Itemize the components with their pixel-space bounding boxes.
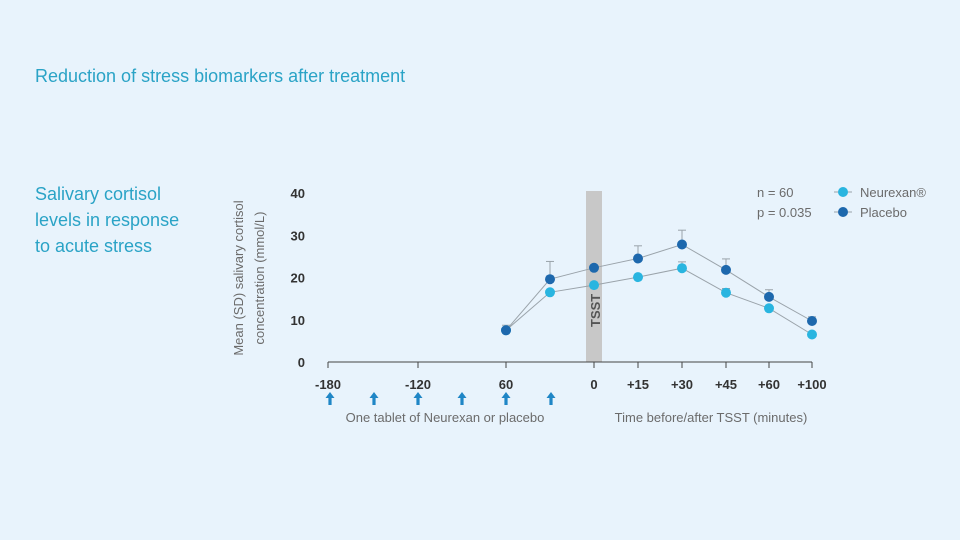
x-tick-label: 0 [590,377,597,392]
data-point [721,264,731,275]
tsst-band [586,191,602,362]
series-line [505,243,813,331]
dose-arrow-icon [457,392,467,405]
dose-arrow-icon [369,392,379,405]
x-tick-label: +100 [797,377,826,392]
x-tick-label: -180 [315,377,341,392]
x-tick-label: +60 [758,377,780,392]
stats-text: p = 0.035 [757,205,812,220]
y-tick-label: 0 [298,355,305,370]
side-label-line: Salivary cortisol [35,184,162,204]
side-label-line: to acute stress [35,236,153,256]
stats-text: n = 60 [757,185,794,200]
y-tick-label: 20 [291,271,305,286]
x-tick-label: 60 [499,377,513,392]
x-tick-label: +45 [715,377,737,392]
data-point [633,253,643,264]
legend-label: Placebo [860,205,907,220]
x-axis-label-left: One tablet of Neurexan or placebo [346,410,545,425]
y-tick-label: 10 [291,313,305,328]
y-axis-label: concentration (mmol/L) [252,212,267,345]
data-point [677,239,687,250]
side-label: Salivary cortisol levels in response to … [35,181,225,259]
dose-arrow-icon [325,392,335,405]
x-tick-label: +30 [671,377,693,392]
y-tick-label: 30 [291,228,305,243]
side-label-line: levels in response [35,210,180,230]
slide-title: Reduction of stress biomarkers after tre… [35,66,406,86]
data-point [807,316,817,326]
data-point [807,329,817,340]
data-point [589,280,599,291]
data-point [589,262,599,273]
data-point [545,287,555,298]
y-tick-label: 40 [291,186,305,201]
dose-arrow-icon [546,392,556,405]
data-point [545,274,555,285]
legend-marker [838,187,848,197]
tsst-label: TSST [588,294,603,327]
legend-label: Neurexan® [860,185,926,200]
data-point [501,325,511,336]
x-tick-label: +15 [627,377,649,392]
x-axis-label-right: Time before/after TSST (minutes) [615,410,808,425]
data-point [764,303,774,314]
x-tick-label: -120 [405,377,431,392]
data-point [677,263,687,274]
data-point [764,291,774,302]
dose-arrow-icon [501,392,511,405]
y-axis-label: Mean (SD) salivary cortisol [231,200,246,355]
data-point [633,272,643,283]
dose-arrow-icon [413,392,423,405]
legend-marker [838,207,848,217]
series-line [505,267,813,335]
data-point [721,287,731,298]
